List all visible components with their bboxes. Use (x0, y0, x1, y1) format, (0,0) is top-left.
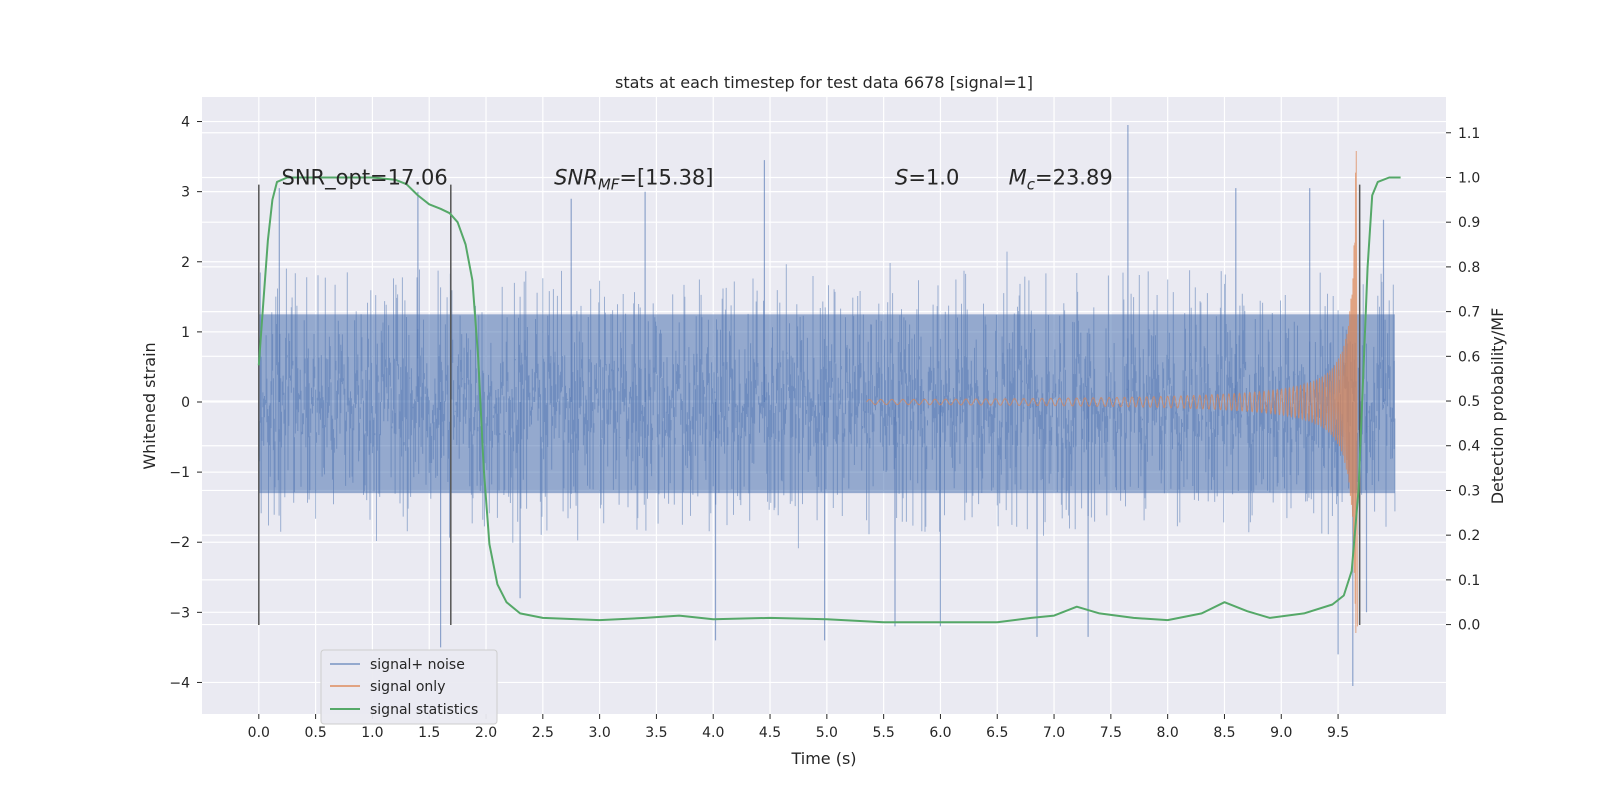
legend-label-signal-only: signal only (370, 679, 445, 695)
x-tick-label: 4.5 (759, 725, 781, 741)
y2-tick-label: 0.7 (1458, 305, 1480, 321)
signal-statistics-line (257, 176, 1401, 624)
y2-tick-label: 0.3 (1458, 483, 1480, 499)
y-tick-label: 2 (181, 255, 190, 271)
x-tick-label: 2.5 (532, 725, 554, 741)
x-tick-label: 1.5 (418, 725, 440, 741)
annotation-text: S=1.0 (895, 166, 959, 190)
legend-label-signal-noise: signal+ noise (370, 657, 465, 673)
y2-axis-title: Detection probability/MF (1488, 308, 1507, 505)
series-layer (257, 125, 1401, 686)
legend-label-signal-statistics: signal statistics (370, 702, 478, 718)
y2-tick-label: 0.2 (1458, 528, 1480, 544)
x-tick-label: 4.0 (702, 725, 724, 741)
x-tick-label: 1.0 (361, 725, 383, 741)
signal-noise-peaks (278, 125, 1385, 686)
y2-tick-label: 1.0 (1458, 170, 1480, 186)
x-axis-title: Time (s) (790, 749, 856, 768)
y-tick-label: 1 (181, 325, 190, 341)
x-tick-label: 9.5 (1327, 725, 1349, 741)
annotation-text: Mc=23.89 (1009, 166, 1113, 194)
y-tick-label: 0 (181, 395, 190, 411)
chart-title: stats at each timestep for test data 667… (615, 73, 1033, 92)
x-tick-label: 5.0 (816, 725, 838, 741)
y-tick-label: −2 (169, 535, 190, 551)
x-tick-label: 9.0 (1270, 725, 1292, 741)
y2-tick-label: 0.1 (1458, 573, 1480, 589)
annotation-text: SNRMF=[15.38] (554, 166, 713, 194)
x-tick-label: 0.0 (248, 725, 270, 741)
y-tick-label: 3 (181, 185, 190, 201)
x-tick-label: 8.5 (1213, 725, 1235, 741)
x-tick-label: 0.5 (304, 725, 326, 741)
x-tick-label: 5.5 (873, 725, 895, 741)
axes-layer: 0.0 0.5 1.0 1.5 2.0 2.5 3.0 3.5 4.0 4.5 5.0 5.5 6.0 6… (169, 115, 1480, 741)
y2-tick-label: 0.8 (1458, 260, 1480, 276)
x-tick-label: 6.0 (929, 725, 951, 741)
y-tick-label: −3 (169, 605, 190, 621)
y2-tick-label: 1.1 (1458, 126, 1480, 142)
x-tick-label: 2.0 (475, 725, 497, 741)
signal-only-trace (866, 150, 1358, 633)
y2-tick-label: 0.6 (1458, 349, 1480, 365)
y-tick-label: 4 (181, 115, 190, 131)
x-tick-label: 7.0 (1043, 725, 1065, 741)
y2-tick-label: 0.4 (1458, 439, 1480, 455)
y-tick-label: −1 (169, 465, 190, 481)
x-tick-label: 3.5 (645, 725, 667, 741)
y-tick-label: −4 (169, 675, 190, 691)
x-tick-label: 6.5 (986, 725, 1008, 741)
x-tick-label: 8.0 (1157, 725, 1179, 741)
x-tick-label: 3.0 (588, 725, 610, 741)
y2-tick-label: 0.9 (1458, 215, 1480, 231)
legend: signal+ noise signal only signal statist… (320, 649, 498, 725)
legend-box (320, 649, 498, 725)
y2-tick-label: 0.5 (1458, 394, 1480, 410)
y-axis-title: Whitened strain (140, 342, 159, 469)
annotation-text: SNR_opt=17.06 (282, 166, 448, 191)
x-tick-label: 7.5 (1100, 725, 1122, 741)
y2-tick-label: 0.0 (1458, 618, 1480, 634)
